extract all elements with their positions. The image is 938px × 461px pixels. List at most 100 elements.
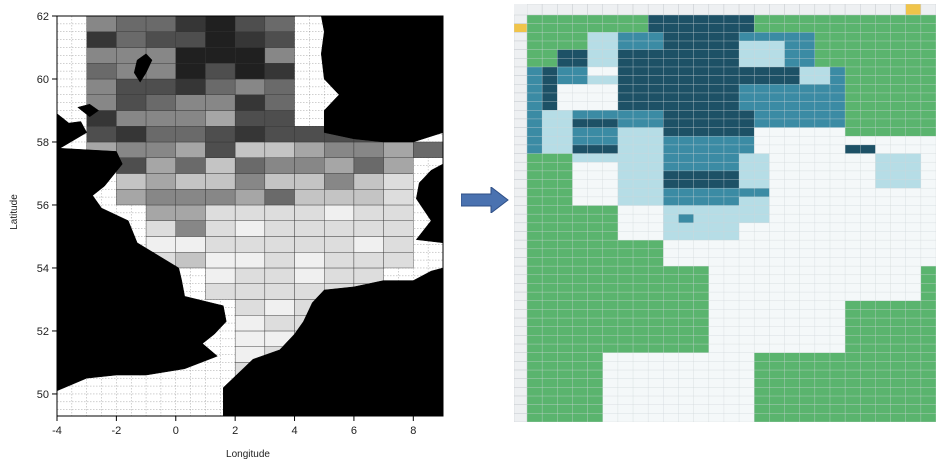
sheet-cell[interactable]: [663, 292, 679, 301]
column-header[interactable]: [557, 4, 573, 16]
sheet-cell[interactable]: [829, 361, 846, 371]
sheet-cell[interactable]: [769, 15, 785, 24]
sheet-cell[interactable]: [648, 361, 664, 371]
sheet-cell[interactable]: [663, 361, 679, 371]
sheet-cell[interactable]: [723, 222, 740, 232]
sheet-cell[interactable]: [905, 214, 922, 224]
sheet-cell[interactable]: [602, 58, 619, 68]
sheet-cell[interactable]: [905, 344, 922, 353]
sheet-cell[interactable]: [920, 309, 936, 319]
sheet-cell[interactable]: [572, 352, 588, 362]
sheet-cell[interactable]: [572, 292, 588, 301]
sheet-cell[interactable]: [723, 266, 740, 275]
sheet-cell[interactable]: [784, 84, 800, 94]
sheet-cell[interactable]: [587, 127, 603, 137]
sheet-cell[interactable]: [693, 370, 709, 379]
sheet-cell[interactable]: [799, 292, 816, 301]
sheet-cell[interactable]: [542, 326, 558, 336]
sheet-cell[interactable]: [890, 335, 906, 345]
sheet-cell[interactable]: [587, 352, 603, 362]
sheet-cell[interactable]: [905, 292, 922, 301]
row-header[interactable]: [514, 378, 528, 388]
sheet-cell[interactable]: [905, 335, 922, 345]
sheet-cell[interactable]: [663, 248, 679, 258]
sheet-cell[interactable]: [708, 40, 725, 50]
sheet-cell[interactable]: [617, 257, 634, 267]
sheet-cell[interactable]: [739, 413, 755, 422]
sheet-cell[interactable]: [814, 144, 831, 154]
sheet-cell[interactable]: [602, 309, 619, 319]
sheet-cell[interactable]: [784, 214, 800, 224]
sheet-cell[interactable]: [693, 92, 709, 102]
sheet-cell[interactable]: [557, 66, 573, 76]
row-header[interactable]: [514, 144, 528, 154]
sheet-cell[interactable]: [527, 196, 543, 206]
sheet-cell[interactable]: [723, 15, 740, 24]
sheet-cell[interactable]: [754, 300, 770, 310]
sheet-cell[interactable]: [875, 179, 891, 189]
sheet-cell[interactable]: [723, 136, 740, 146]
sheet-cell[interactable]: [920, 231, 936, 241]
sheet-cell[interactable]: [617, 162, 634, 172]
sheet-cell[interactable]: [875, 162, 891, 172]
sheet-cell[interactable]: [754, 404, 770, 414]
sheet-cell[interactable]: [784, 352, 800, 362]
sheet-cell[interactable]: [814, 127, 831, 137]
sheet-cell[interactable]: [708, 84, 725, 94]
sheet-cell[interactable]: [799, 144, 816, 154]
sheet-cell[interactable]: [527, 92, 543, 102]
sheet-cell[interactable]: [633, 352, 649, 362]
row-header-column[interactable]: [514, 4, 528, 422]
column-header[interactable]: [799, 4, 816, 16]
sheet-cell[interactable]: [754, 118, 770, 128]
sheet-cell[interactable]: [769, 274, 785, 284]
sheet-cell[interactable]: [905, 75, 922, 85]
sheet-cell[interactable]: [557, 127, 573, 137]
sheet-cell[interactable]: [754, 396, 770, 405]
sheet-cell[interactable]: [542, 92, 558, 102]
sheet-cell[interactable]: [814, 240, 831, 250]
sheet-cell[interactable]: [875, 335, 891, 345]
sheet-cell[interactable]: [708, 110, 725, 120]
sheet-cell[interactable]: [769, 136, 785, 146]
sheet-cell[interactable]: [693, 404, 709, 414]
sheet-cell[interactable]: [723, 283, 740, 293]
sheet-cell[interactable]: [723, 92, 740, 102]
sheet-cell[interactable]: [845, 153, 861, 163]
sheet-cell[interactable]: [633, 413, 649, 422]
sheet-cell[interactable]: [587, 335, 603, 345]
sheet-cell[interactable]: [557, 92, 573, 102]
sheet-cell[interactable]: [890, 344, 906, 353]
sheet-cell[interactable]: [693, 144, 709, 154]
sheet-cell[interactable]: [678, 118, 694, 128]
sheet-cell[interactable]: [860, 66, 876, 76]
sheet-cell[interactable]: [875, 318, 891, 327]
sheet-cell[interactable]: [557, 257, 573, 267]
sheet-cell[interactable]: [845, 75, 861, 85]
sheet-cell[interactable]: [542, 300, 558, 310]
sheet-cell[interactable]: [723, 326, 740, 336]
sheet-cell[interactable]: [754, 231, 770, 241]
sheet-cell[interactable]: [890, 136, 906, 146]
sheet-cell[interactable]: [723, 179, 740, 189]
sheet-cell[interactable]: [875, 66, 891, 76]
sheet-cell[interactable]: [754, 248, 770, 258]
sheet-cell[interactable]: [769, 101, 785, 111]
sheet-cell[interactable]: [693, 15, 709, 24]
sheet-cell[interactable]: [527, 214, 543, 224]
row-header[interactable]: [514, 84, 528, 94]
sheet-cell[interactable]: [708, 92, 725, 102]
sheet-cell[interactable]: [829, 32, 846, 42]
row-header[interactable]: [514, 309, 528, 319]
sheet-cell[interactable]: [754, 292, 770, 301]
row-header[interactable]: [514, 127, 528, 137]
sheet-cell[interactable]: [829, 84, 846, 94]
sheet-cell[interactable]: [633, 110, 649, 120]
sheet-cell[interactable]: [860, 118, 876, 128]
sheet-cell[interactable]: [542, 214, 558, 224]
sheet-cell[interactable]: [829, 318, 846, 327]
sheet-cell[interactable]: [905, 326, 922, 336]
sheet-cell[interactable]: [769, 222, 785, 232]
sheet-cell[interactable]: [617, 23, 634, 33]
sheet-cell[interactable]: [648, 214, 664, 224]
